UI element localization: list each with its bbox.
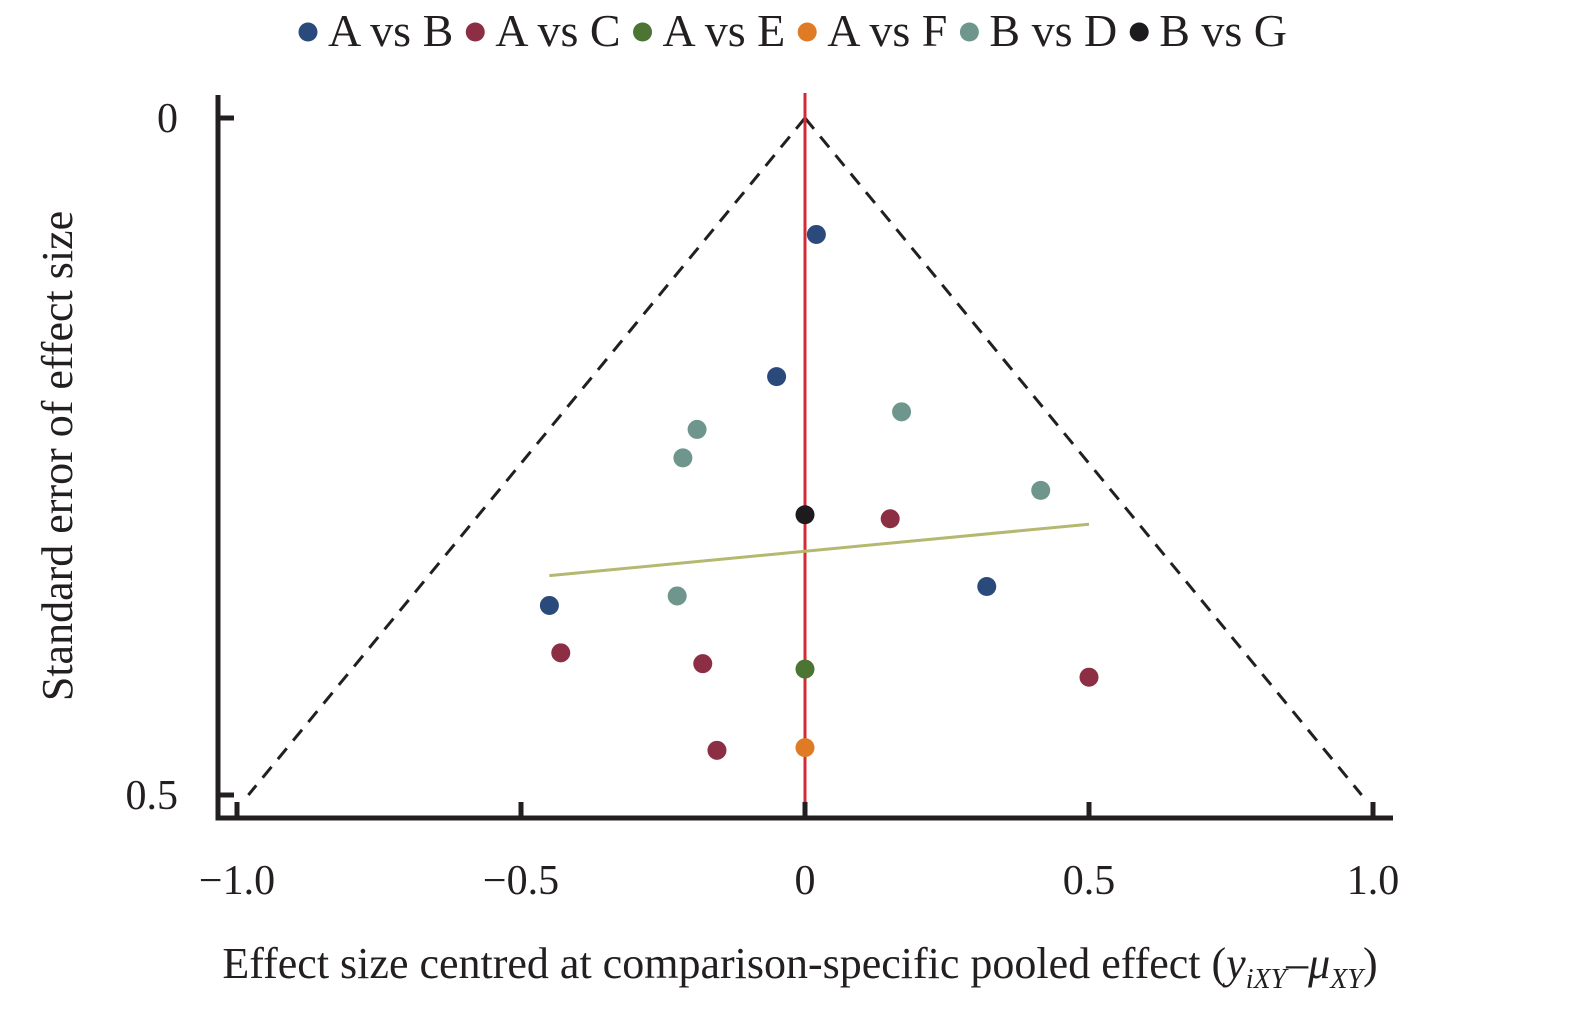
x-tick-label: −0.5 bbox=[483, 858, 559, 904]
legend-item: A vs B bbox=[298, 5, 453, 56]
legend-label: B vs G bbox=[1159, 5, 1287, 56]
funnel-region bbox=[247, 93, 1363, 818]
legend-label: A vs B bbox=[328, 5, 453, 56]
legend-label: A vs F bbox=[827, 5, 947, 56]
legend-item: A vs E bbox=[633, 5, 785, 56]
data-point bbox=[795, 738, 815, 758]
data-point bbox=[1079, 667, 1099, 687]
data-point bbox=[707, 740, 727, 760]
funnel-left-line bbox=[247, 117, 807, 796]
legend-item: A vs C bbox=[465, 5, 621, 56]
data-point bbox=[673, 448, 693, 468]
legend-label: A vs C bbox=[495, 5, 620, 56]
legend-label: A vs E bbox=[663, 5, 786, 56]
data-point bbox=[880, 509, 900, 529]
x-tick-label: 0.5 bbox=[1063, 858, 1116, 904]
data-point bbox=[795, 659, 815, 679]
data-point bbox=[795, 505, 815, 525]
x-tick-label: −1.0 bbox=[199, 858, 275, 904]
data-point bbox=[693, 654, 713, 674]
data-point bbox=[687, 419, 707, 439]
data-point bbox=[667, 586, 687, 606]
legend-marker-icon bbox=[298, 22, 318, 42]
legend-item: A vs F bbox=[797, 5, 947, 56]
legend-marker-icon bbox=[959, 22, 979, 42]
funnel-right-line bbox=[803, 117, 1363, 796]
regression-line bbox=[549, 522, 1090, 578]
data-point bbox=[551, 643, 571, 663]
legend-item: B vs G bbox=[1129, 5, 1287, 56]
legend-item: B vs D bbox=[959, 5, 1117, 56]
data-point bbox=[892, 402, 912, 422]
legend-marker-icon bbox=[797, 22, 817, 42]
data-point bbox=[767, 367, 787, 387]
data-points bbox=[539, 224, 1099, 760]
legend: A vs B A vs C A vs E A vs F B vs D B vs G bbox=[298, 5, 1287, 56]
data-point bbox=[539, 595, 559, 615]
y-tick-label: 0.5 bbox=[126, 773, 179, 819]
legend-label: B vs D bbox=[989, 5, 1117, 56]
legend-marker-icon bbox=[465, 22, 485, 42]
axes bbox=[215, 95, 1393, 821]
data-point bbox=[806, 224, 826, 244]
data-point bbox=[977, 576, 997, 596]
x-tick-label: 1.0 bbox=[1347, 858, 1400, 904]
y-axis-title: Standard error of effect size bbox=[33, 211, 82, 701]
axis-labels: −1.0 −0.5 0 0.5 1.0 0 0.5 Standard error of eff… bbox=[33, 96, 1399, 995]
legend-marker-icon bbox=[633, 22, 653, 42]
y-tick-label: 0 bbox=[157, 96, 178, 142]
legend-marker-icon bbox=[1129, 22, 1149, 42]
data-point bbox=[1031, 480, 1051, 500]
x-tick-label: 0 bbox=[795, 858, 816, 904]
x-axis-title: Effect size centred at comparison-specif… bbox=[222, 939, 1377, 995]
